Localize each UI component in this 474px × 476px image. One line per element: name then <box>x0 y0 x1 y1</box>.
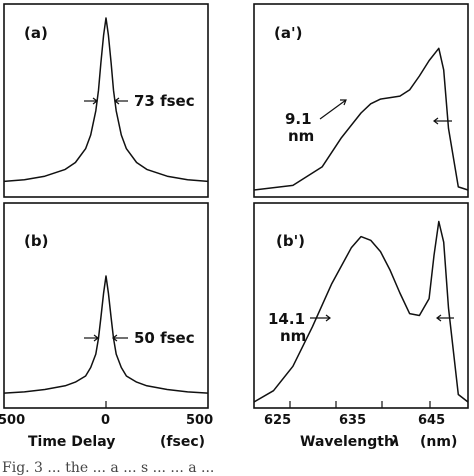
bandwidth-arrows-b-prime <box>310 314 454 322</box>
wavelength-axis-title: Wavelength <box>300 434 394 450</box>
panel-a-frame <box>3 3 209 198</box>
wavelength-tick-625: 625 <box>264 413 291 428</box>
time-tick-right: 500 <box>186 413 213 428</box>
curve-a <box>3 17 209 183</box>
fwhm-arrows-a <box>84 97 128 105</box>
bandwidth-value-a-prime: 9.1 <box>285 110 312 128</box>
bandwidth-unit-a-prime: nm <box>288 127 314 145</box>
wavelength-tick-635: 635 <box>339 413 366 428</box>
fwhm-arrows-b <box>84 334 128 342</box>
panel-b-prime-frame <box>253 202 469 409</box>
wavelength-axis-unit: (nm) <box>420 434 457 450</box>
time-tick-zero: 0 <box>101 413 110 428</box>
time-axis-title: Time Delay <box>28 434 115 450</box>
wavelength-axis-ticks <box>289 401 431 408</box>
panel-b-prime-label: (b') <box>276 232 305 250</box>
bandwidth-unit-b-prime: nm <box>280 327 306 345</box>
panel-a-prime-frame <box>253 3 469 198</box>
caption-fragment: Fig. 3 ... the ... a ... s ... ... a ... <box>2 460 214 476</box>
curve-a-prime <box>253 47 469 191</box>
fwhm-label-a: 73 fsec <box>134 92 195 110</box>
curve-b <box>3 275 209 394</box>
panel-a-prime-label: (a') <box>274 24 302 42</box>
panel-b-label: (b) <box>24 232 48 250</box>
time-axis-unit: (fsec) <box>160 434 205 450</box>
fwhm-label-b: 50 fsec <box>134 329 195 347</box>
bandwidth-arrows-a-prime <box>319 99 452 125</box>
wavelength-tick-645: 645 <box>418 413 445 428</box>
panel-a-label: (a) <box>24 24 48 42</box>
wavelength-axis-symbol: λ <box>390 434 400 450</box>
bandwidth-value-b-prime: 14.1 <box>268 310 305 328</box>
curve-b-prime <box>253 220 469 403</box>
time-tick-left: 500 <box>0 413 25 428</box>
